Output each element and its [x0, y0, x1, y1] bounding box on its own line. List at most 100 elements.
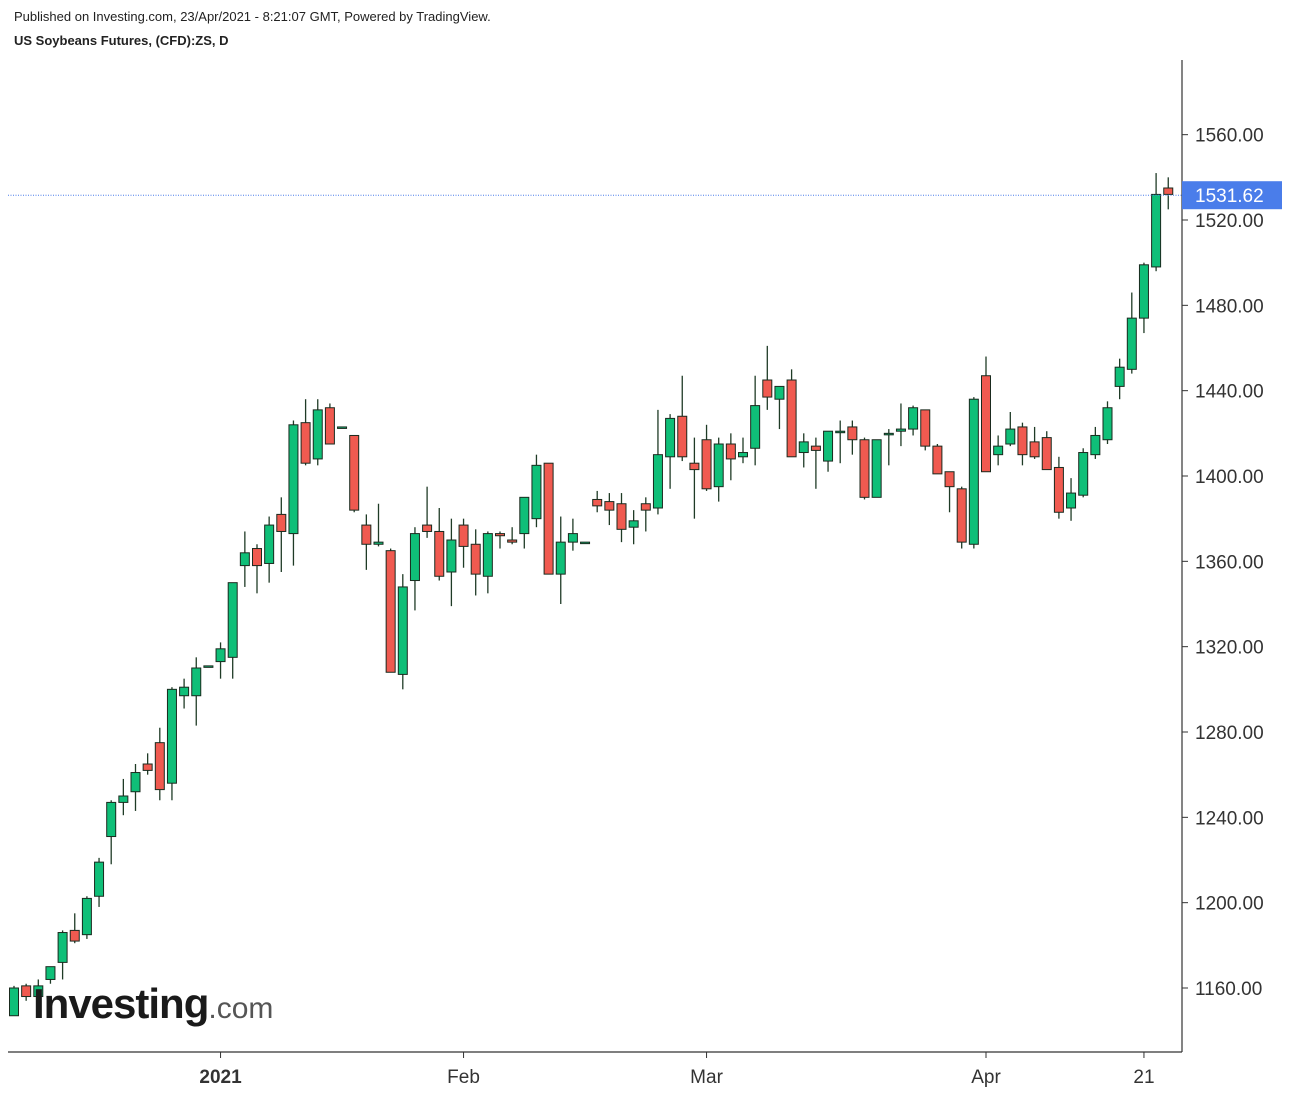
candle-up	[130, 764, 141, 811]
candle-body	[543, 462, 554, 575]
candle-body	[264, 524, 275, 564]
candle-body	[580, 541, 591, 545]
candle-body	[33, 985, 44, 998]
candle-body	[555, 541, 566, 575]
candle-body	[312, 409, 323, 460]
candle-body	[981, 375, 991, 473]
candle-up	[9, 985, 19, 1017]
candle-body	[604, 501, 615, 511]
candle-up	[373, 503, 384, 547]
candle-body	[1078, 452, 1089, 496]
candle-down	[252, 544, 262, 594]
candle-up	[883, 429, 894, 466]
candle-up	[908, 405, 919, 436]
candle-body	[1102, 407, 1113, 441]
candle-down	[543, 462, 554, 575]
candle-down	[276, 497, 287, 572]
candle-up	[312, 399, 323, 466]
candle-up	[1138, 262, 1149, 334]
candle-up	[397, 574, 408, 690]
candle-body	[1017, 426, 1028, 456]
candle-up	[580, 541, 591, 545]
y-tick-label: 1400.00	[1195, 467, 1264, 488]
candle-body	[166, 688, 177, 784]
candle-body	[179, 686, 190, 697]
candle-body	[920, 409, 931, 447]
candle-body	[1114, 366, 1125, 387]
candle-body	[762, 379, 773, 398]
candle-up	[166, 687, 177, 801]
candle-down	[1029, 426, 1040, 459]
candle-up	[288, 420, 299, 566]
candles	[9, 173, 1174, 1017]
candle-up	[1066, 478, 1077, 521]
candle-body	[227, 582, 238, 658]
y-tick-label: 1520.00	[1195, 211, 1264, 232]
candle-body	[519, 496, 530, 535]
y-tick-label: 1320.00	[1195, 638, 1264, 659]
candle-down	[981, 356, 991, 473]
candle-body	[337, 426, 348, 429]
candle-body	[45, 966, 56, 980]
y-tick-label: 1440.00	[1195, 382, 1264, 403]
last-price-marker: 1531.62	[8, 181, 1282, 210]
candle-body	[81, 897, 92, 936]
candle-body	[640, 503, 651, 511]
candle-up	[179, 678, 190, 709]
candle-down	[847, 420, 858, 455]
candle-up	[264, 516, 275, 583]
candle-body	[823, 430, 834, 462]
candle-body	[458, 524, 469, 547]
candle-body	[1005, 428, 1016, 445]
x-tick-label: Feb	[447, 1067, 480, 1088]
candle-body	[507, 539, 518, 543]
candle-body	[1041, 437, 1052, 471]
candle-up	[227, 582, 238, 679]
candle-down	[324, 403, 335, 445]
candle-body	[434, 530, 445, 577]
candle-up	[45, 966, 56, 984]
candle-body	[567, 533, 578, 543]
candle-body	[482, 533, 493, 577]
price-axis[interactable]: 1160.00 1200.00 1240.00 1280.00 1320.00 1360.…	[1181, 60, 1264, 1052]
x-tick-label: 2021	[199, 1067, 242, 1088]
candle-up	[215, 642, 226, 679]
candle-down	[944, 471, 955, 513]
candle-body	[859, 439, 870, 498]
time-axis[interactable]: 2021 Feb Mar Apr 21	[8, 1051, 1182, 1088]
candle-body	[871, 439, 882, 498]
candle-down	[677, 375, 688, 462]
investing-logo: Investing.com	[33, 980, 273, 1028]
candle-up	[555, 516, 566, 604]
candle-body	[1053, 466, 1064, 513]
candle-body	[215, 648, 226, 663]
candle-down	[859, 437, 870, 500]
candle-body	[361, 524, 372, 545]
candle-body	[9, 987, 19, 1017]
candle-up	[94, 857, 105, 907]
candle-down	[810, 437, 821, 489]
candle-up	[738, 437, 748, 464]
candle-body	[689, 462, 700, 471]
candle-body	[944, 471, 955, 488]
candle-down	[422, 486, 433, 538]
candle-up	[409, 527, 420, 611]
candle-up	[750, 375, 761, 466]
candle-up	[665, 414, 676, 489]
candle-body	[713, 443, 724, 488]
candle-down	[1053, 456, 1064, 519]
candle-body	[774, 385, 785, 400]
candle-down	[701, 424, 712, 491]
candle-body	[1066, 492, 1077, 509]
candle-down	[142, 753, 153, 775]
candle-down	[349, 434, 360, 513]
candle-up	[118, 778, 129, 816]
candle-down	[21, 983, 32, 1001]
candle-body	[324, 407, 335, 445]
candle-up	[871, 439, 882, 498]
candle-body	[94, 861, 105, 897]
candle-down	[956, 486, 967, 549]
candle-body	[701, 439, 712, 490]
y-tick-label: 1560.00	[1195, 126, 1264, 147]
